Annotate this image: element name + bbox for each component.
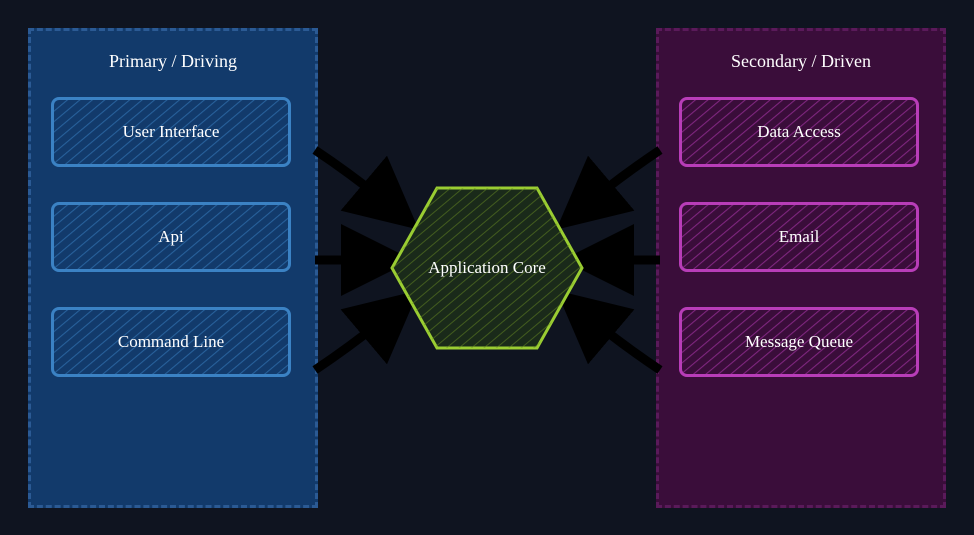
box-label: User Interface: [123, 122, 220, 142]
box-label: Api: [158, 227, 184, 247]
box-label: Email: [779, 227, 820, 247]
box-label: Command Line: [118, 332, 224, 352]
core-hexagon: Application Core: [387, 178, 587, 358]
box-label: Data Access: [757, 122, 841, 142]
core-label: Application Core: [428, 258, 546, 278]
diagram-container: Primary / Driving User InterfaceApiComma…: [0, 0, 974, 535]
box-label: Message Queue: [745, 332, 853, 352]
